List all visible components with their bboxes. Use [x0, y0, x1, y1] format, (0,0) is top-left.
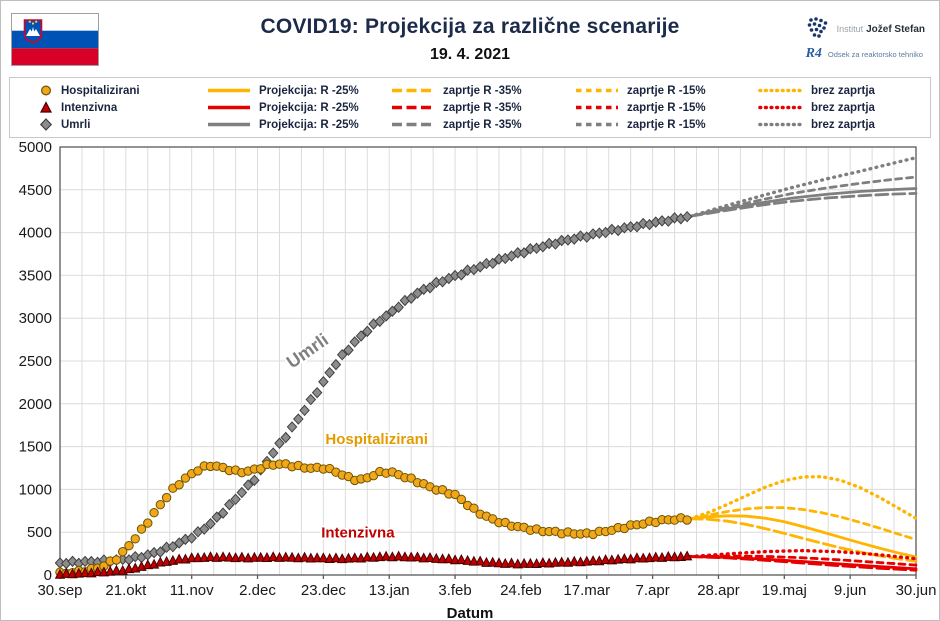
dash-line-icon: [576, 88, 618, 93]
legend-icu-dash: zaprtje R -15%: [574, 100, 758, 115]
dash-line-icon: [576, 122, 618, 127]
svg-text:23.dec: 23.dec: [301, 582, 347, 599]
svg-text:2500: 2500: [19, 353, 52, 370]
svg-text:30.sep: 30.sep: [37, 582, 82, 599]
svg-text:4000: 4000: [19, 225, 52, 242]
svg-text:17.mar: 17.mar: [563, 582, 610, 599]
solid-line-icon: [208, 88, 250, 93]
svg-text:30.jun: 30.jun: [896, 582, 937, 599]
page-title: COVID19: Projekcija za različne scenarij…: [260, 15, 680, 38]
legend-item-intenzivna: Intenzivna: [38, 100, 206, 115]
projection-lines: [688, 156, 918, 572]
institute-name: Institut Jožef Stefan: [836, 24, 925, 35]
legend-item-hospitalizirani: Hospitalizirani: [38, 83, 206, 98]
x-axis-title: Datum: [446, 605, 494, 621]
slovenia-flag: [11, 13, 99, 66]
coat-of-arms-icon: [23, 19, 43, 44]
svg-text:3.feb: 3.feb: [438, 582, 471, 599]
gridlines: [60, 147, 916, 575]
longdash-line-icon: [392, 88, 434, 93]
dash-line-icon: [576, 105, 618, 110]
legend-item-umrli: Umrli: [38, 117, 206, 132]
solid-line-icon: [208, 105, 250, 110]
svg-text:Intenzivna: Intenzivna: [321, 524, 395, 541]
svg-text:3500: 3500: [19, 267, 52, 284]
series-markers-intenzivna: [54, 550, 693, 579]
chart-svg: 0 500 1000 1500 2000 2500 3000 3500 4000 4500 5000…: [19, 139, 937, 599]
svg-text:2000: 2000: [19, 396, 52, 413]
diamond-marker-icon: [39, 118, 53, 131]
svg-text:9.jun: 9.jun: [834, 582, 867, 599]
svg-text:11.nov: 11.nov: [170, 582, 214, 599]
chart-area: 0 500 1000 1500 2000 2500 3000 3500 4000 4500 5000…: [6, 139, 939, 603]
svg-text:1500: 1500: [19, 439, 52, 456]
ijs-logo: Institut Jožef Stefan R4 Odsek za reaktor…: [805, 15, 925, 62]
legend-dead-dot: brez zaprtja: [758, 117, 928, 132]
plot-border: [59, 146, 917, 576]
chart-legend: Hospitalizirani Projekcija: R -25% zaprt…: [9, 77, 931, 138]
svg-text:3000: 3000: [19, 310, 52, 327]
svg-text:7.apr: 7.apr: [636, 582, 670, 599]
x-axis-labels: 30.sep 21.okt 11.nov 2.dec 23.dec 13.jan 3.feb…: [37, 575, 936, 599]
svg-text:0: 0: [44, 567, 52, 584]
legend-icu-longdash: zaprtje R -35%: [390, 100, 574, 115]
svg-text:21.okt: 21.okt: [105, 582, 147, 599]
legend-icu-solid: Projekcija: R -25%: [206, 100, 390, 115]
solid-line-icon: [208, 122, 250, 127]
legend-hosp-dash: zaprtje R -15%: [574, 83, 758, 98]
legend-hosp-dot: brez zaprtja: [758, 83, 928, 98]
ijs-logo-row: Institut Jožef Stefan: [805, 15, 925, 41]
svg-text:Umrli: Umrli: [283, 330, 332, 373]
legend-hosp-solid: Projekcija: R -25%: [206, 83, 390, 98]
svg-text:2.dec: 2.dec: [239, 582, 276, 599]
longdash-line-icon: [392, 105, 434, 110]
legend-dead-longdash: zaprtje R -35%: [390, 117, 574, 132]
title-block: COVID19: Projekcija za različne scenarij…: [1, 1, 939, 64]
svg-text:24.feb: 24.feb: [500, 582, 542, 599]
longdash-line-icon: [392, 122, 434, 127]
legend-dead-dash: zaprtje R -15%: [574, 117, 758, 132]
ijs-dots-icon: [807, 17, 827, 38]
svg-text:28.apr: 28.apr: [697, 582, 740, 599]
y-axis-labels: 0 500 1000 1500 2000 2500 3000 3500 4000 4500 5000: [19, 139, 52, 584]
svg-text:500: 500: [27, 524, 52, 541]
circle-marker-icon: [40, 85, 52, 96]
r4-logo: R4: [805, 46, 822, 61]
svg-text:1000: 1000: [19, 481, 52, 498]
svg-text:4500: 4500: [19, 182, 52, 199]
report-date: 19. 4. 2021: [429, 46, 511, 63]
legend-icu-dot: brez zaprtja: [758, 100, 928, 115]
legend-hosp-longdash: zaprtje R -35%: [390, 83, 574, 98]
department-row: R4 Odsek za reaktorsko tehniko: [806, 46, 923, 62]
header: COVID19: Projekcija za različne scenarij…: [1, 1, 939, 77]
series-markers-umrli: [54, 210, 693, 570]
svg-text:13.jan: 13.jan: [369, 582, 410, 599]
dotted-line-icon: [758, 122, 804, 127]
svg-text:5000: 5000: [19, 139, 52, 156]
dotted-line-icon: [758, 88, 804, 93]
triangle-marker-icon: [40, 101, 52, 113]
svg-text:19.maj: 19.maj: [762, 582, 807, 599]
dotted-line-icon: [758, 105, 804, 110]
legend-dead-solid: Projekcija: R -25%: [206, 117, 390, 132]
series-markers-hospitalizirani: [55, 459, 692, 579]
svg-text:Hospitalizirani: Hospitalizirani: [325, 431, 428, 448]
slovenia-flag-icon: [11, 13, 99, 66]
department-name: Odsek za reaktorsko tehniko: [827, 49, 923, 59]
